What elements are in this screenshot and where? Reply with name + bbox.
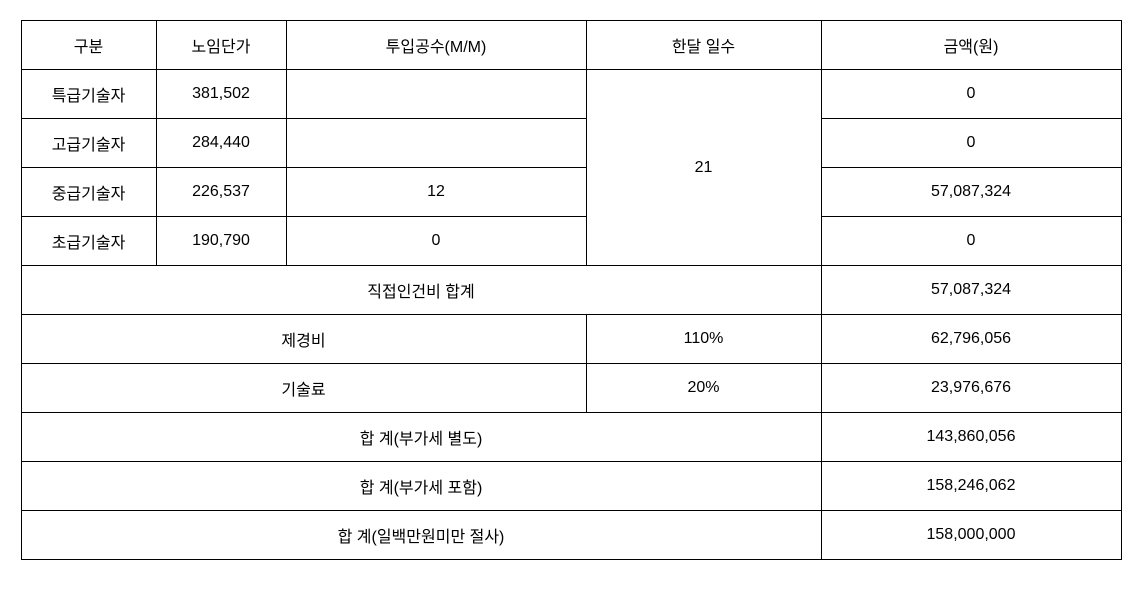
cell-direct-labor-amount: 57,087,324: [821, 266, 1121, 315]
cell-tech-fee-label: 기술료: [21, 364, 586, 413]
cost-estimation-table: 구분 노임단가 투입공수(M/M) 한달 일수 금액(원) 특급기술자 381,…: [21, 20, 1122, 560]
cell-category: 중급기술자: [21, 168, 156, 217]
header-unit-price: 노임단가: [156, 21, 286, 70]
cost-table-container: 구분 노임단가 투입공수(M/M) 한달 일수 금액(원) 특급기술자 381,…: [21, 20, 1121, 560]
cell-tech-fee-percent: 20%: [586, 364, 821, 413]
table-row: 중급기술자 226,537 12 57,087,324: [21, 168, 1121, 217]
table-row: 특급기술자 381,502 21 0: [21, 70, 1121, 119]
cell-total-rounded-amount: 158,000,000: [821, 511, 1121, 560]
cell-category: 고급기술자: [21, 119, 156, 168]
table-row: 초급기술자 190,790 0 0: [21, 217, 1121, 266]
cell-category: 특급기술자: [21, 70, 156, 119]
cell-unit-price: 190,790: [156, 217, 286, 266]
cell-overhead-amount: 62,796,056: [821, 315, 1121, 364]
cell-unit-price: 284,440: [156, 119, 286, 168]
header-row: 구분 노임단가 투입공수(M/M) 한달 일수 금액(원): [21, 21, 1121, 70]
cell-total-incl-vat-amount: 158,246,062: [821, 462, 1121, 511]
cell-mm: 0: [286, 217, 586, 266]
cell-days-merged: 21: [586, 70, 821, 266]
cell-mm: 12: [286, 168, 586, 217]
cell-unit-price: 226,537: [156, 168, 286, 217]
cell-total-rounded-label: 합 계(일백만원미만 절사): [21, 511, 821, 560]
summary-row-total-incl-vat: 합 계(부가세 포함) 158,246,062: [21, 462, 1121, 511]
cell-mm: [286, 70, 586, 119]
header-amount: 금액(원): [821, 21, 1121, 70]
cell-amount: 0: [821, 70, 1121, 119]
summary-row-total-excl-vat: 합 계(부가세 별도) 143,860,056: [21, 413, 1121, 462]
cell-amount: 57,087,324: [821, 168, 1121, 217]
cell-unit-price: 381,502: [156, 70, 286, 119]
summary-row-direct-labor: 직접인건비 합계 57,087,324: [21, 266, 1121, 315]
cell-mm: [286, 119, 586, 168]
cell-total-excl-vat-amount: 143,860,056: [821, 413, 1121, 462]
cell-total-incl-vat-label: 합 계(부가세 포함): [21, 462, 821, 511]
cell-overhead-label: 제경비: [21, 315, 586, 364]
table-row: 고급기술자 284,440 0: [21, 119, 1121, 168]
header-category: 구분: [21, 21, 156, 70]
header-mm: 투입공수(M/M): [286, 21, 586, 70]
cell-tech-fee-amount: 23,976,676: [821, 364, 1121, 413]
summary-row-overhead: 제경비 110% 62,796,056: [21, 315, 1121, 364]
summary-row-tech-fee: 기술료 20% 23,976,676: [21, 364, 1121, 413]
cell-amount: 0: [821, 119, 1121, 168]
summary-row-total-rounded: 합 계(일백만원미만 절사) 158,000,000: [21, 511, 1121, 560]
cell-category: 초급기술자: [21, 217, 156, 266]
cell-overhead-percent: 110%: [586, 315, 821, 364]
cell-direct-labor-label: 직접인건비 합계: [21, 266, 821, 315]
cell-total-excl-vat-label: 합 계(부가세 별도): [21, 413, 821, 462]
cell-amount: 0: [821, 217, 1121, 266]
header-days: 한달 일수: [586, 21, 821, 70]
